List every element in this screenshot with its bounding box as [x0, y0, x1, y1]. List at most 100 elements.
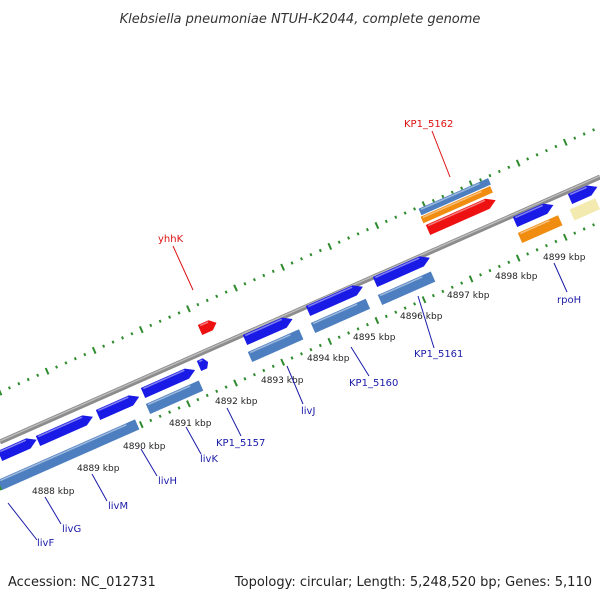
- minor-tick: [17, 382, 21, 386]
- minor-tick: [262, 368, 266, 373]
- leader-KP1_5162: [431, 130, 451, 178]
- major-tick: [374, 316, 380, 325]
- gene-rpoH-arrow[interactable]: [512, 203, 554, 227]
- gene-label-KP1_5161[interactable]: KP1_5161: [414, 349, 463, 360]
- cds-KP1_5162-steel[interactable]: [418, 178, 491, 216]
- minor-tick: [592, 128, 596, 132]
- minor-tick: [168, 315, 172, 319]
- gene-livF-arrow-shine: [0, 439, 27, 453]
- minor-tick: [384, 314, 388, 319]
- major-tick: [186, 400, 191, 408]
- kbp-label: 4899 kbp: [543, 253, 586, 263]
- gene-KP1_5160-arrow[interactable]: [305, 285, 363, 316]
- minor-tick: [36, 373, 40, 378]
- minor-tick: [507, 260, 511, 265]
- gene-KP1_5161-arrow[interactable]: [372, 256, 430, 287]
- minor-tick: [347, 331, 351, 335]
- gene-livM-arrow[interactable]: [95, 395, 140, 420]
- leader-livJ: [286, 365, 304, 405]
- minor-tick: [582, 132, 586, 136]
- major-tick: [468, 275, 474, 283]
- gene-pale-feature[interactable]: [569, 198, 600, 221]
- gene-label-KP1_5162[interactable]: KP1_5162: [404, 119, 453, 130]
- gene-livK-arrow[interactable]: [196, 358, 209, 371]
- kbp-label: 4892 kbp: [215, 397, 258, 407]
- gene-right-edge-arrow[interactable]: [567, 185, 598, 205]
- gene-label-yhhK[interactable]: yhhK: [158, 234, 184, 245]
- cds-KP1_5160[interactable]: [310, 298, 371, 333]
- cds-livJ[interactable]: [247, 329, 304, 362]
- minor-tick: [497, 169, 501, 174]
- minor-tick: [394, 310, 398, 314]
- gene-livH-arrow[interactable]: [140, 368, 196, 398]
- minor-tick: [158, 319, 162, 323]
- gene-KP1_5162-arrow[interactable]: [425, 198, 496, 235]
- gene-label-KP1_5157[interactable]: KP1_5157: [216, 438, 265, 449]
- cds-KP1_5161[interactable]: [377, 271, 436, 306]
- minor-tick: [149, 323, 153, 328]
- minor-tick: [431, 198, 435, 203]
- major-tick: [327, 337, 333, 346]
- leader-KP1_5157: [226, 407, 242, 437]
- minor-tick: [252, 277, 256, 282]
- cds-livF-G[interactable]: [0, 419, 140, 490]
- minor-tick: [120, 336, 125, 340]
- major-tick: [44, 367, 50, 375]
- gene-label-livJ[interactable]: livJ: [301, 406, 315, 417]
- minor-tick: [262, 273, 266, 278]
- kbp-label: 4894 kbp: [307, 354, 350, 364]
- gene-livK-arrow-shine: [198, 359, 203, 363]
- minor-tick: [488, 268, 492, 273]
- gene-label-livG[interactable]: livG: [62, 524, 81, 535]
- gene-yhhK-arrow[interactable]: [197, 320, 217, 335]
- gene-KP1_5162-orange[interactable]: [420, 186, 493, 224]
- cds-livJ-shine: [249, 334, 291, 354]
- major-tick: [421, 296, 427, 304]
- minor-tick: [337, 240, 341, 244]
- minor-tick: [243, 377, 247, 381]
- leader-livG: [44, 496, 62, 525]
- gene-livF-arrow[interactable]: [0, 438, 37, 461]
- gene-label-livM[interactable]: livM: [108, 501, 128, 512]
- minor-tick: [290, 356, 294, 360]
- gene-livG-arrow[interactable]: [35, 415, 93, 446]
- minor-tick: [55, 365, 59, 369]
- gene-label-livF[interactable]: livF: [37, 538, 54, 549]
- gene-yhhK-arrow-shine: [199, 321, 209, 327]
- gene-name-labels: livF livG livM livH livK KP1_5157 livJ K…: [37, 119, 581, 549]
- major-tick: [515, 159, 521, 167]
- minor-tick: [526, 252, 530, 256]
- gene-label-livH[interactable]: livH: [158, 476, 177, 487]
- gene-KP1_5162-orange-shine: [422, 190, 482, 219]
- leader-yhhK: [172, 245, 194, 291]
- gene-label-rpoH[interactable]: rpoH: [557, 295, 581, 306]
- minor-tick: [526, 157, 530, 161]
- gene-label-KP1_5160[interactable]: KP1_5160: [349, 378, 398, 389]
- cds-livF-G-shine: [0, 424, 127, 482]
- minor-tick: [356, 232, 360, 236]
- minor-tick: [271, 364, 275, 368]
- cds-livM-H[interactable]: [145, 380, 204, 415]
- minor-tick: [365, 228, 369, 232]
- kbp-label: 4897 kbp: [447, 291, 490, 301]
- gene-rpoH-orange-shine: [519, 219, 550, 235]
- gene-KP1_5160-arrow-shine: [307, 286, 353, 308]
- minor-tick: [215, 389, 219, 394]
- minor-tick: [413, 207, 417, 211]
- major-tick: [138, 325, 144, 334]
- gene-rpoH-orange[interactable]: [517, 215, 563, 243]
- major-tick: [562, 138, 568, 146]
- gene-label-livK[interactable]: livK: [200, 454, 218, 465]
- kbp-label: 4888 kbp: [32, 487, 75, 497]
- gene-label-leaders: [7, 130, 568, 541]
- gene-livJ-arrow[interactable]: [242, 317, 293, 345]
- kbp-label: 4893 kbp: [261, 376, 304, 386]
- minor-tick: [592, 223, 596, 227]
- major-tick: [186, 305, 191, 313]
- leader-livK: [185, 426, 202, 455]
- minor-tick: [83, 352, 87, 357]
- minor-tick: [290, 261, 294, 265]
- major-tick: [138, 420, 144, 429]
- leader-KP1_5161: [417, 295, 435, 349]
